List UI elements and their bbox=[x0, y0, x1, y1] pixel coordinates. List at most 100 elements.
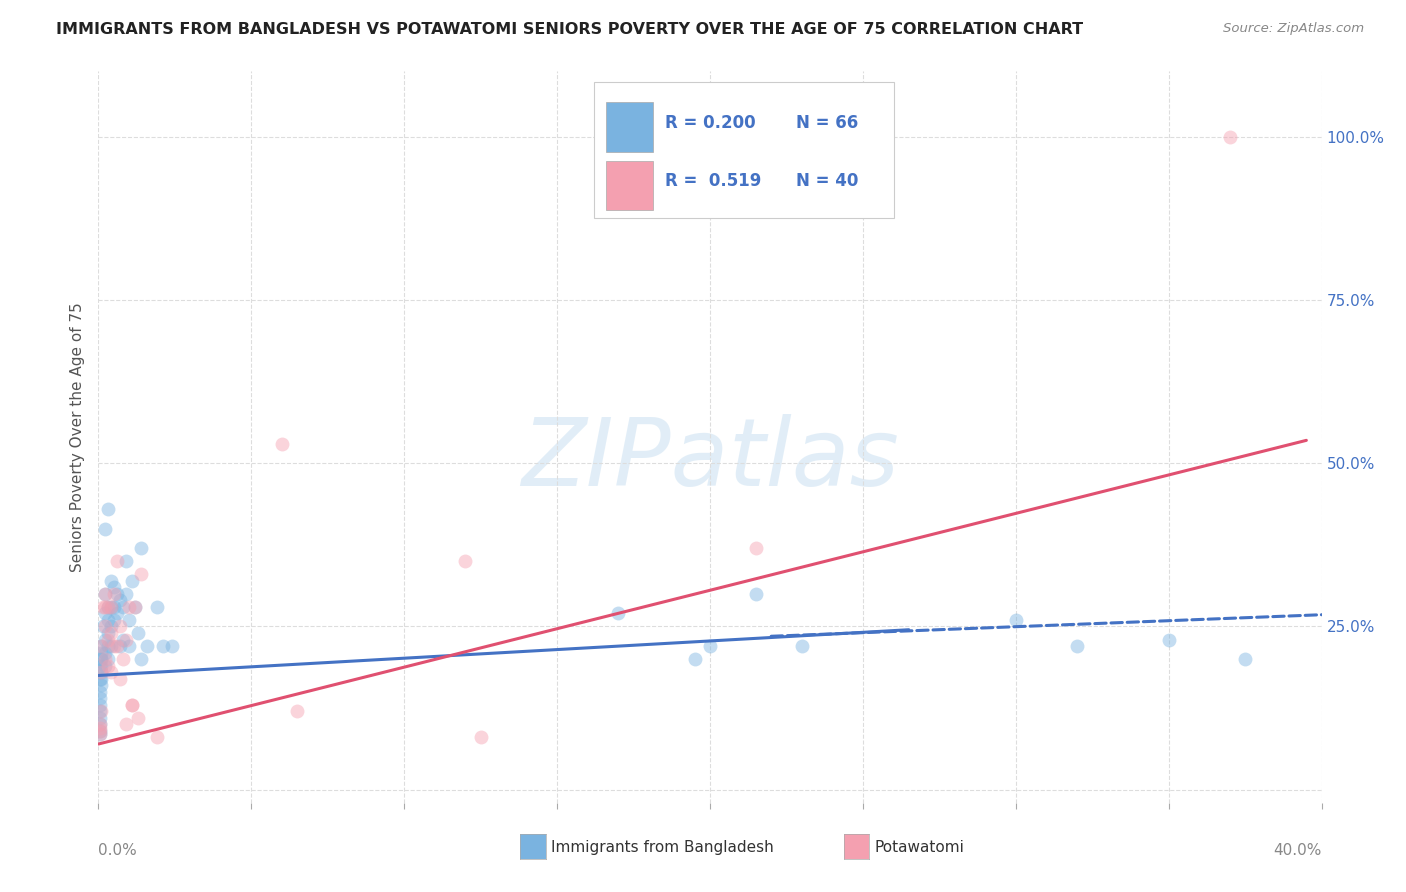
Point bbox=[93, 607, 115, 621]
Point bbox=[97, 613, 120, 627]
Point bbox=[1234, 652, 1257, 666]
Point bbox=[103, 587, 125, 601]
Point bbox=[108, 619, 131, 633]
Point bbox=[108, 639, 131, 653]
Point bbox=[115, 587, 138, 601]
Text: ZIPatlas: ZIPatlas bbox=[522, 414, 898, 505]
Point bbox=[285, 705, 308, 719]
Point bbox=[454, 554, 477, 568]
Text: Source: ZipAtlas.com: Source: ZipAtlas.com bbox=[1223, 22, 1364, 36]
Point bbox=[1157, 632, 1180, 647]
Text: Immigrants from Bangladesh: Immigrants from Bangladesh bbox=[551, 840, 773, 855]
Point bbox=[115, 632, 138, 647]
Point bbox=[90, 672, 112, 686]
Point bbox=[89, 711, 111, 725]
Point bbox=[1066, 639, 1088, 653]
Point bbox=[89, 717, 111, 731]
Point bbox=[100, 626, 122, 640]
Point bbox=[145, 599, 167, 614]
Point bbox=[97, 626, 120, 640]
Point bbox=[89, 721, 111, 735]
Point bbox=[97, 502, 120, 516]
Point bbox=[97, 599, 120, 614]
Point bbox=[100, 574, 122, 588]
Point bbox=[89, 698, 111, 712]
Point bbox=[745, 541, 768, 555]
Point bbox=[111, 652, 134, 666]
Point bbox=[129, 652, 152, 666]
Point bbox=[152, 639, 174, 653]
Point bbox=[97, 632, 120, 647]
Text: R = 0.200: R = 0.200 bbox=[665, 113, 755, 131]
Point bbox=[93, 587, 115, 601]
Point bbox=[111, 599, 134, 614]
Point bbox=[129, 541, 152, 555]
Point bbox=[103, 613, 125, 627]
Point bbox=[89, 672, 111, 686]
Point bbox=[97, 658, 120, 673]
Point bbox=[89, 723, 111, 738]
Point bbox=[90, 652, 112, 666]
Point bbox=[90, 705, 112, 719]
Point bbox=[89, 691, 111, 706]
Point bbox=[89, 705, 111, 719]
Point bbox=[90, 665, 112, 680]
Point bbox=[127, 711, 149, 725]
Point bbox=[129, 567, 152, 582]
Point bbox=[91, 599, 114, 614]
Point bbox=[100, 599, 122, 614]
Point bbox=[683, 652, 706, 666]
Point bbox=[103, 580, 125, 594]
FancyBboxPatch shape bbox=[593, 82, 893, 218]
Point bbox=[93, 632, 115, 647]
FancyBboxPatch shape bbox=[606, 161, 652, 211]
Point bbox=[121, 574, 143, 588]
Point bbox=[89, 727, 111, 741]
Point bbox=[745, 587, 768, 601]
Point bbox=[118, 599, 141, 614]
Point bbox=[607, 607, 630, 621]
Point bbox=[97, 652, 120, 666]
Point bbox=[97, 639, 120, 653]
Text: IMMIGRANTS FROM BANGLADESH VS POTAWATOMI SENIORS POVERTY OVER THE AGE OF 75 CORR: IMMIGRANTS FROM BANGLADESH VS POTAWATOMI… bbox=[56, 22, 1084, 37]
Point bbox=[90, 652, 112, 666]
Point bbox=[90, 678, 112, 692]
Point bbox=[89, 685, 111, 699]
Point bbox=[90, 665, 112, 680]
Point bbox=[1004, 613, 1026, 627]
Point bbox=[121, 698, 143, 712]
Point bbox=[105, 639, 128, 653]
Point bbox=[89, 723, 111, 738]
Text: N = 40: N = 40 bbox=[796, 172, 858, 190]
Point bbox=[108, 593, 131, 607]
Point bbox=[100, 665, 122, 680]
Point bbox=[105, 607, 128, 621]
Point bbox=[111, 632, 134, 647]
Text: 40.0%: 40.0% bbox=[1274, 843, 1322, 858]
Point bbox=[89, 717, 111, 731]
Point bbox=[118, 639, 141, 653]
Point bbox=[108, 672, 131, 686]
Point bbox=[115, 717, 138, 731]
Text: R =  0.519: R = 0.519 bbox=[665, 172, 761, 190]
Point bbox=[93, 521, 115, 535]
Point bbox=[124, 599, 146, 614]
Point bbox=[160, 639, 183, 653]
Point bbox=[124, 599, 146, 614]
Point bbox=[470, 731, 492, 745]
Point bbox=[93, 619, 115, 633]
Point bbox=[91, 619, 114, 633]
Point bbox=[100, 599, 122, 614]
Y-axis label: Seniors Poverty Over the Age of 75: Seniors Poverty Over the Age of 75 bbox=[70, 302, 86, 572]
Point bbox=[105, 587, 128, 601]
Point bbox=[136, 639, 159, 653]
Point bbox=[103, 639, 125, 653]
Text: N = 66: N = 66 bbox=[796, 113, 858, 131]
Point bbox=[90, 639, 112, 653]
Point bbox=[93, 646, 115, 660]
Point bbox=[105, 554, 128, 568]
Point bbox=[118, 613, 141, 627]
Point bbox=[100, 619, 122, 633]
Text: Potawatomi: Potawatomi bbox=[875, 840, 965, 855]
Point bbox=[127, 626, 149, 640]
